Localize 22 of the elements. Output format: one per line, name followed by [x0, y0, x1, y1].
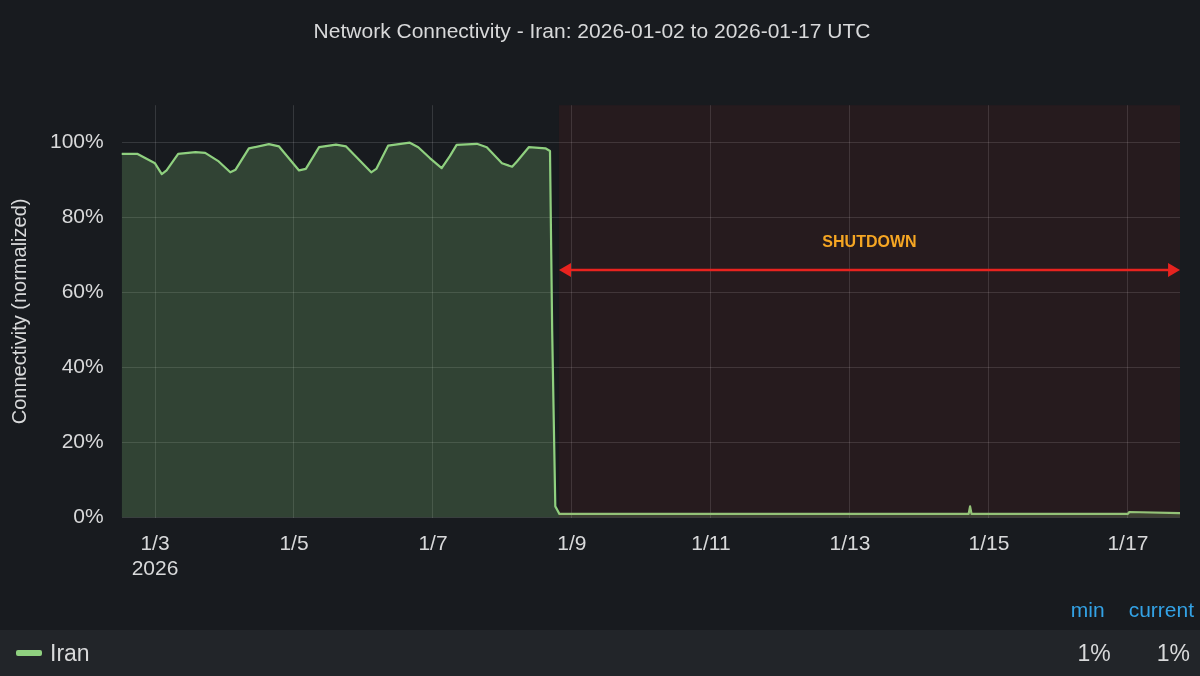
y-tick-label: 40%: [61, 354, 104, 378]
band-label: SHUTDOWN: [822, 232, 917, 250]
y-tick-label: 20%: [61, 429, 104, 453]
x-tick-label: 1/13: [829, 531, 871, 554]
chart-title: Network Connectivity - Iran: 2026-01-02 to 2026-01-17 UTC: [313, 19, 871, 43]
y-tick-label: 60%: [61, 279, 104, 303]
x-tick-label: 1/11: [691, 531, 731, 554]
y-tick-label: 80%: [61, 204, 104, 228]
x-tick-label: 1/15: [968, 531, 1010, 554]
x-tick-label: 1/5: [279, 531, 309, 554]
x-tick-label: 1/7: [418, 531, 448, 554]
y-tick-label: 100%: [49, 129, 104, 153]
legend-label: Iran: [50, 639, 90, 667]
x-tick-label: 1/17: [1107, 531, 1149, 554]
y-axis-title: Connectivity (normalized): [7, 198, 30, 425]
text: current: [1128, 598, 1194, 623]
x-tick-label: 1/3 2026: [131, 531, 179, 580]
x-tick-label: 1/9: [557, 531, 587, 554]
text: 1%: [1156, 639, 1190, 667]
y-tick-label: 0%: [73, 504, 104, 528]
text: min: [1070, 598, 1105, 623]
text: 1%: [1077, 639, 1111, 667]
